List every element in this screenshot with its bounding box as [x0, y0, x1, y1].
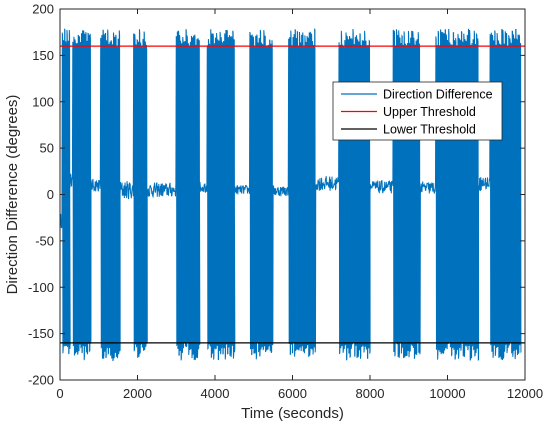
x-tick-label: 6000: [278, 386, 307, 401]
y-tick-label: 150: [32, 48, 54, 63]
x-axis-title: Time (seconds): [241, 405, 344, 422]
x-tick-label: 10000: [429, 386, 465, 401]
y-axis-title: Direction Difference (degrees): [4, 95, 21, 295]
y-tick-label: 50: [40, 141, 54, 156]
y-tick-label: 200: [32, 2, 54, 17]
x-tick-label: 2000: [123, 386, 152, 401]
legend-entry: Lower Threshold: [383, 123, 476, 137]
y-tick-label: -200: [28, 373, 54, 388]
legend: Direction Difference Upper Threshold Lower…: [332, 81, 503, 141]
x-tick-label: 8000: [356, 386, 385, 401]
y-tick-label: 100: [32, 94, 54, 109]
y-axis-ticks: -200 -150 -100 -50 0 50 100 150 200: [28, 2, 525, 388]
legend-entry: Direction Difference: [383, 88, 493, 102]
series-layer: [60, 28, 525, 362]
y-tick-label: 0: [47, 187, 54, 202]
y-tick-label: -50: [35, 233, 54, 248]
x-tick-label: 0: [56, 386, 63, 401]
x-tick-label: 4000: [201, 386, 230, 401]
legend-entry: Upper Threshold: [383, 105, 476, 119]
y-tick-label: -100: [28, 280, 54, 295]
x-axis-ticks: 0 2000 4000 6000 8000 10000 12000: [56, 9, 543, 401]
plot-area: [59, 8, 526, 381]
x-tick-label: 12000: [507, 386, 543, 401]
series-line-direction-difference: [60, 28, 522, 362]
y-tick-label: -150: [28, 326, 54, 341]
